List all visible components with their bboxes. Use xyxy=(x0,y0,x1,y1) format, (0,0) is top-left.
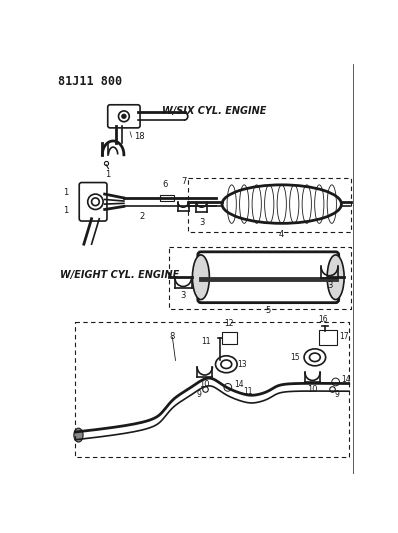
Text: 1: 1 xyxy=(63,188,68,197)
Text: 10: 10 xyxy=(307,385,318,394)
Text: 1: 1 xyxy=(63,206,68,215)
Text: 17: 17 xyxy=(339,332,349,341)
Text: 16: 16 xyxy=(318,315,328,324)
Text: 18: 18 xyxy=(134,132,144,141)
Bar xyxy=(222,332,237,344)
Text: 10: 10 xyxy=(199,380,210,389)
Text: 6: 6 xyxy=(162,181,168,189)
Text: 14: 14 xyxy=(234,380,244,389)
Text: 3: 3 xyxy=(199,218,204,227)
Bar xyxy=(319,329,337,345)
Text: 7: 7 xyxy=(181,176,187,185)
Text: 12: 12 xyxy=(224,319,234,328)
Text: 4: 4 xyxy=(279,230,284,238)
Text: 1: 1 xyxy=(105,170,110,179)
Circle shape xyxy=(121,114,126,119)
Ellipse shape xyxy=(74,428,83,442)
Text: 11: 11 xyxy=(201,337,211,346)
Text: 2: 2 xyxy=(139,212,144,221)
Text: 9: 9 xyxy=(197,391,202,399)
Text: 5: 5 xyxy=(265,306,271,315)
Text: 13: 13 xyxy=(237,360,247,369)
Text: 81J11 800: 81J11 800 xyxy=(59,75,123,88)
Text: W/EIGHT CYL. ENGINE: W/EIGHT CYL. ENGINE xyxy=(60,270,179,280)
Ellipse shape xyxy=(327,255,344,300)
Text: 3: 3 xyxy=(181,292,186,301)
Text: 11: 11 xyxy=(243,387,253,397)
Text: 9: 9 xyxy=(334,391,339,399)
Text: 8: 8 xyxy=(170,332,175,341)
Text: 15: 15 xyxy=(290,353,299,362)
Text: W/SIX CYL. ENGINE: W/SIX CYL. ENGINE xyxy=(162,106,267,116)
Text: 14: 14 xyxy=(341,375,351,384)
Ellipse shape xyxy=(192,255,209,300)
Bar xyxy=(160,195,174,201)
Text: 3: 3 xyxy=(327,281,332,289)
